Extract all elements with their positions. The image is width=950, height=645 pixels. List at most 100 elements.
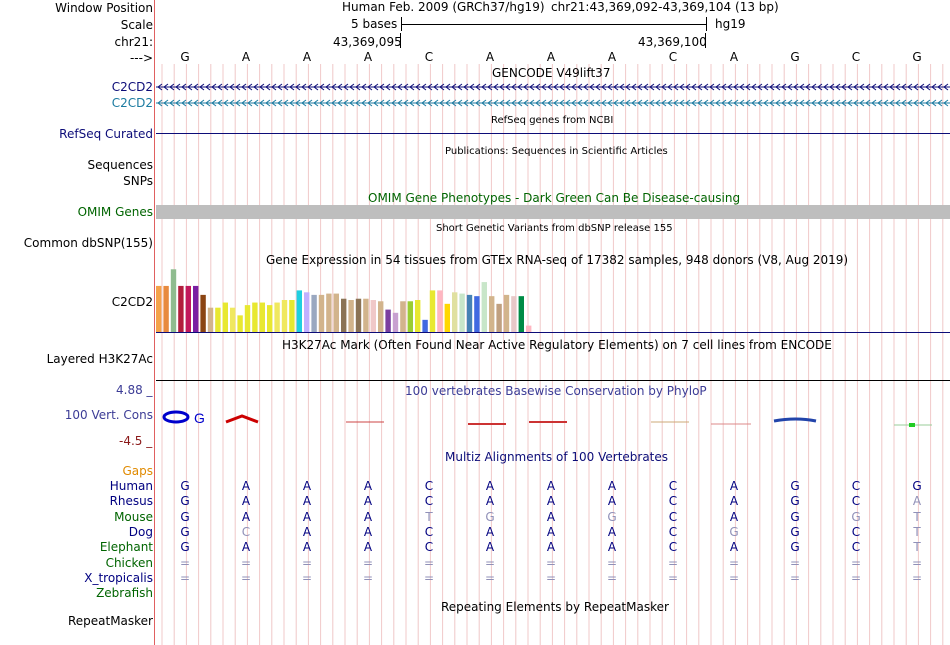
alignment-base: A [546,540,556,555]
gencode-gene2-label[interactable]: C2CD2 [111,96,153,110]
strand-chevron [943,83,949,91]
gtex-tissue-bar[interactable] [304,292,310,332]
gtex-expression-chart[interactable] [156,268,536,332]
omim-gene-bar[interactable] [156,205,950,219]
gtex-tissue-bar[interactable] [444,303,450,332]
gtex-tissue-bar[interactable] [215,307,221,332]
gtex-tissue-bar[interactable] [415,300,421,332]
gtex-tissue-bar[interactable] [326,293,332,332]
cons-label[interactable]: 100 Vert. Cons [64,408,153,422]
gtex-tissue-bar[interactable] [244,305,251,332]
alignment-base: = [606,555,618,570]
gtex-tissue-bar[interactable] [222,302,228,332]
coord-right: 43,369,100 [638,35,707,49]
strand-chevron [757,99,763,107]
omim-track-title[interactable]: OMIM Gene Phenotypes - Dark Green Can Be… [368,191,741,205]
gtex-tissue-bar[interactable] [318,294,325,332]
species-label[interactable]: X_tropicalis [84,570,153,585]
dbsnp-track-title[interactable]: Short Genetic Variants from dbSNP releas… [436,223,673,234]
gtex-tissue-bar[interactable] [481,282,487,332]
refseq-gene-line[interactable] [156,133,950,134]
strand-chevron [487,83,493,91]
gtex-tissue-bar[interactable] [185,285,191,332]
gtex-tissue-bar[interactable] [407,301,413,332]
gtex-tissue-bar[interactable] [289,300,295,332]
alignment-base: C [424,494,434,509]
species-label[interactable]: Elephant [99,540,153,555]
refseq-track-title[interactable]: RefSeq genes from NCBI [491,115,614,126]
gtex-tissue-bar[interactable] [237,315,243,332]
gtex-tissue-bar[interactable] [193,285,199,332]
gencode-gene1-label[interactable]: C2CD2 [111,80,153,94]
gtex-tissue-bar[interactable] [489,296,495,332]
species-label[interactable]: Zebrafish [96,586,153,601]
gtex-tissue-bar[interactable] [355,298,362,332]
rmsk-track-title[interactable]: Repeating Elements by RepeatMasker [441,600,669,614]
omim-label[interactable]: OMIM Genes [77,205,153,219]
alignment-base: C [851,494,861,509]
gencode-gene-features[interactable] [156,81,950,109]
alignment-base: A [302,494,312,509]
strand-chevron [271,83,277,91]
gtex-tissue-bar[interactable] [392,312,399,332]
gtex-tissue-bar[interactable] [281,300,288,332]
gtex-gene-label[interactable]: C2CD2 [111,295,153,309]
gtex-tissue-bar[interactable] [348,300,354,332]
species-label[interactable]: Rhesus [109,494,153,509]
snps-label[interactable]: SNPs [123,174,153,188]
gtex-tissue-bar[interactable] [259,302,265,332]
species-label[interactable]: Chicken [105,555,153,570]
gtex-track-title[interactable]: Gene Expression in 54 tissues from GTEx … [266,253,849,267]
species-label[interactable]: Dog [128,524,153,539]
position-readout[interactable]: chr21:43,369,092-43,369,104 (13 bp) [551,0,779,14]
gtex-tissue-bar[interactable] [518,296,524,332]
sequences-label[interactable]: Sequences [87,158,153,172]
gtex-tissue-bar[interactable] [452,292,458,332]
pubs-track-title[interactable]: Publications: Sequences in Scientific Ar… [445,146,668,157]
multiz-track-title[interactable]: Multiz Alignments of 100 Vertebrates [445,450,669,464]
gtex-tissue-bar[interactable] [267,305,273,332]
gtex-tissue-bar[interactable] [274,302,280,332]
rmsk-label[interactable]: RepeatMasker [67,614,153,628]
gtex-tissue-bar[interactable] [296,290,302,332]
h3k27ac-label[interactable]: Layered H3K27Ac [46,352,153,366]
gtex-tissue-bar[interactable] [311,294,317,332]
gtex-tissue-bar[interactable] [370,300,376,332]
h3k27ac-track-title[interactable]: H3K27Ac Mark (Often Found Near Active Re… [282,338,832,352]
strand-chevron [487,99,493,107]
cons-track-title[interactable]: 100 vertebrates Basewise Conservation by… [405,384,707,398]
gtex-tissue-bar[interactable] [200,294,206,332]
gtex-tissue-bar[interactable] [378,301,384,332]
gtex-tissue-bar[interactable] [230,307,236,332]
gtex-tissue-bar[interactable] [526,325,532,332]
gtex-tissue-bar[interactable] [178,285,184,332]
cons-logo-chart[interactable]: G [156,405,950,435]
gtex-tissue-bar[interactable] [437,290,443,332]
gtex-tissue-bar[interactable] [341,298,347,332]
species-label[interactable]: Human [109,479,153,493]
gtex-tissue-bar[interactable] [466,294,473,332]
refseq-label[interactable]: RefSeq Curated [59,127,153,141]
gtex-tissue-bar[interactable] [163,285,169,332]
gtex-tissue-bar[interactable] [503,294,510,332]
gtex-tissue-bar[interactable] [459,293,465,332]
gtex-tissue-bar[interactable] [511,296,517,332]
gtex-tissue-bar[interactable] [252,302,258,332]
gaps-label[interactable]: Gaps [122,464,153,478]
gencode-track-title[interactable]: GENCODE V49lift37 [492,66,611,80]
gtex-tissue-bar[interactable] [496,303,502,332]
gtex-tissue-bar[interactable] [363,298,369,332]
gtex-tissue-bar[interactable] [422,319,428,332]
gtex-tissue-bar[interactable] [333,293,339,332]
gtex-tissue-bar[interactable] [429,290,436,332]
gtex-tissue-bar[interactable] [385,309,391,332]
species-label[interactable]: Mouse [114,509,153,524]
gtex-tissue-bar[interactable] [474,296,480,332]
strand-chevron [583,99,589,107]
gtex-tissue-bar[interactable] [156,285,162,332]
gtex-tissue-bar[interactable] [400,301,406,332]
dbsnp-label[interactable]: Common dbSNP(155) [23,236,153,250]
gtex-tissue-bar[interactable] [170,269,177,332]
gtex-tissue-bar[interactable] [207,307,214,332]
